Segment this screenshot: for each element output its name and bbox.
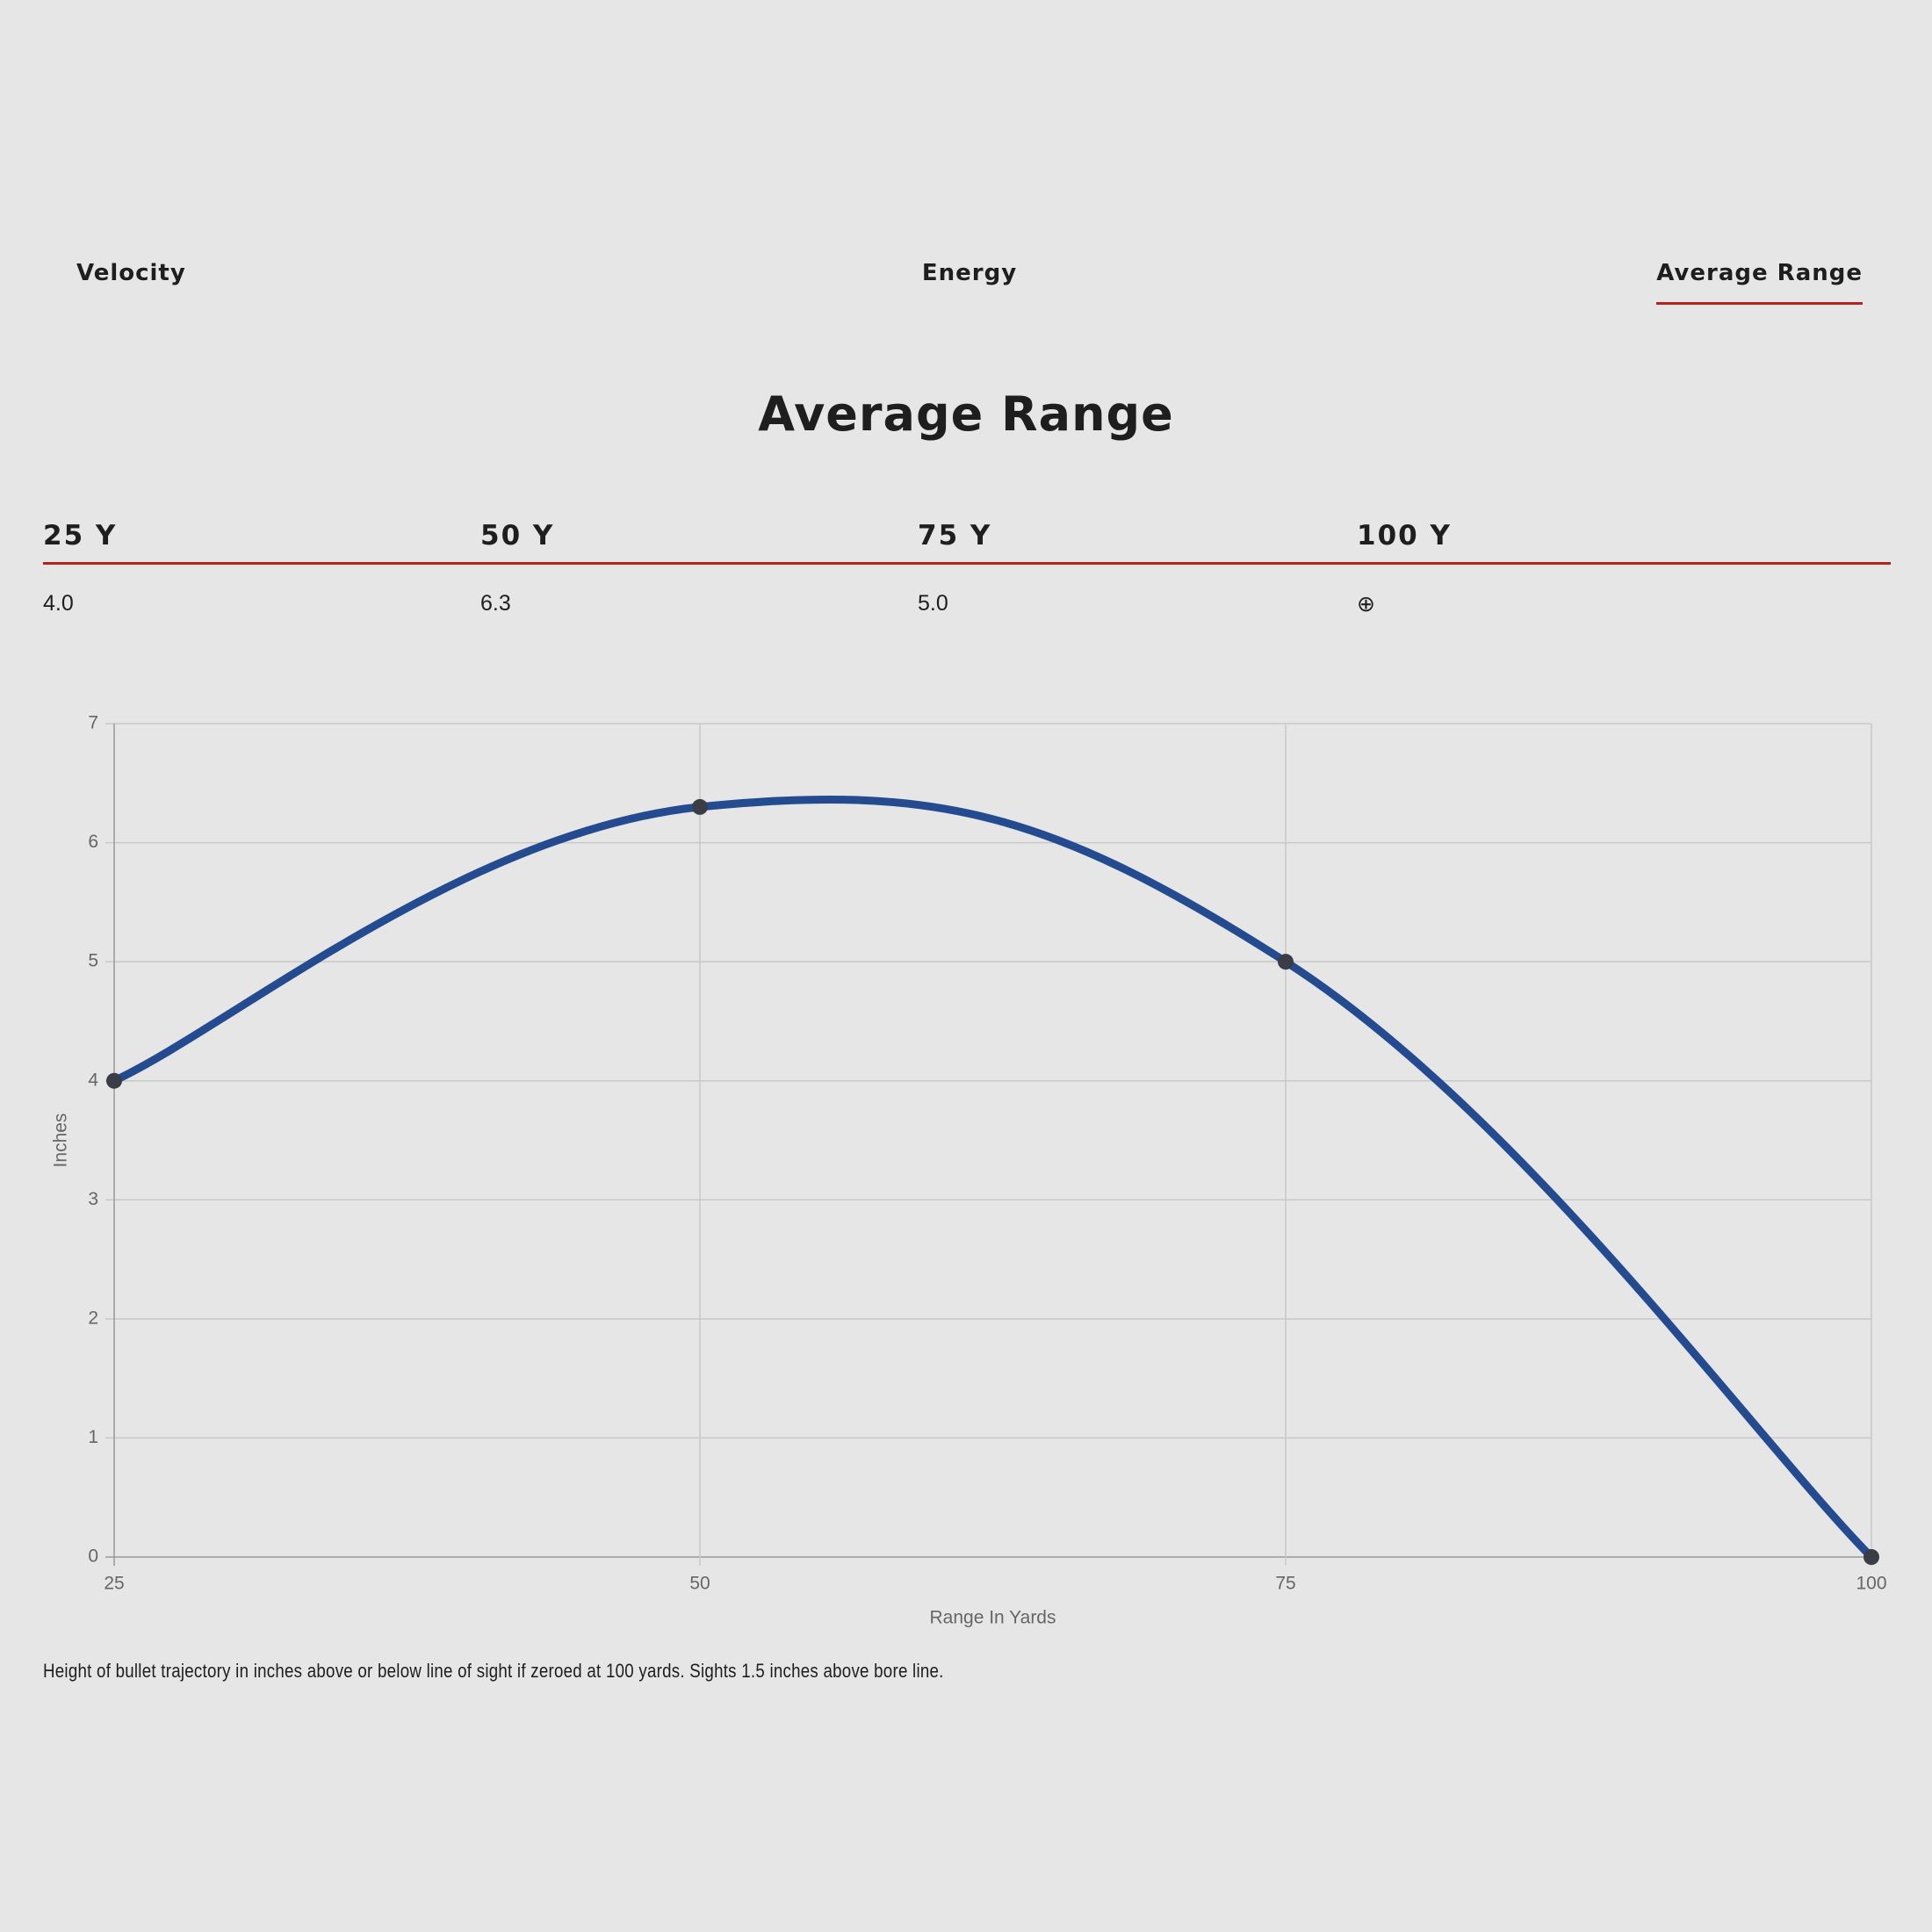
y-tick-label: 4 [88,1070,98,1090]
table-cell: 5.0 [918,591,948,616]
tab[interactable]: Velocity [76,260,186,286]
y-tick-label: 7 [88,713,98,733]
line [112,795,1875,1561]
x-tick-label: 50 [689,1574,710,1594]
tab[interactable]: Average Range [1656,260,1863,305]
point [1864,1549,1879,1565]
table-header: 100 Y [1357,520,1452,551]
table-header: 50 Y [480,520,555,551]
table-header-row: 25 Y 50 Y 75 Y 100 Y [43,520,1891,565]
y-axis-label: Inches [51,1114,71,1168]
table-cell: 4.0 [43,591,74,616]
y-tick-label: 1 [88,1427,98,1447]
range-table: 25 Y 50 Y 75 Y 100 Y 4.0 6.3 5.0 ⊕ [43,520,1891,617]
table-header: 75 Y [918,520,992,551]
tab[interactable]: Energy [921,260,1018,286]
table-cell: ⊕ [1357,592,1375,616]
table-cell: 6.3 [480,591,511,616]
tab-bar: Velocity Energy Average Range [76,260,1863,313]
point [692,798,708,815]
table-row: 4.0 6.3 5.0 ⊕ [43,565,1891,617]
x-tick-label: 25 [104,1574,124,1594]
x-tick-label: 75 [1275,1574,1295,1594]
table-header: 25 Y [43,520,118,551]
y-tick-label: 0 [88,1546,98,1567]
x-axis-label: Range In Yards [930,1608,1056,1628]
x-tick-label: 100 [1856,1574,1886,1594]
point [106,1072,122,1089]
y-tick-label: 3 [88,1189,98,1209]
y-tick-label: 5 [88,951,98,971]
footnote: Height of bullet trajectory in inches ab… [43,1660,944,1682]
y-tick-label: 6 [88,832,98,852]
heading: Average Range [758,386,1174,442]
point [1278,954,1294,970]
y-tick-label: 2 [88,1308,98,1328]
